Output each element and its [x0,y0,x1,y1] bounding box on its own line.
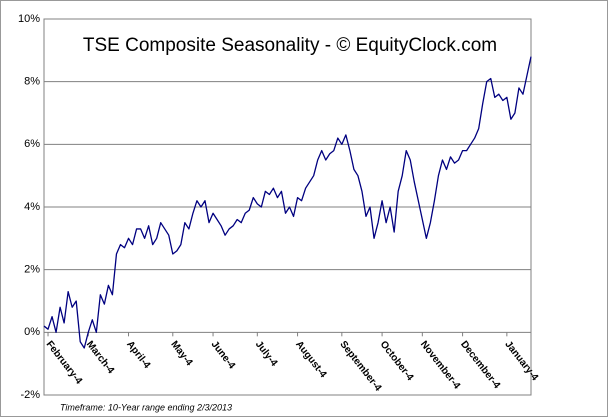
y-tick-label: -2% [20,389,40,401]
y-tick-label: 4% [24,201,40,213]
y-tick-label: 10% [18,13,40,25]
footnote: Timeframe: 10-Year range ending 2/3/2013 [60,402,232,412]
y-tick-label: 8% [24,76,40,88]
y-tick-label: 2% [24,264,40,276]
y-tick-label: 6% [24,138,40,150]
y-tick-label: 0% [24,326,40,338]
chart-title: TSE Composite Seasonality - © EquityCloc… [83,35,497,56]
series-line [43,56,532,349]
